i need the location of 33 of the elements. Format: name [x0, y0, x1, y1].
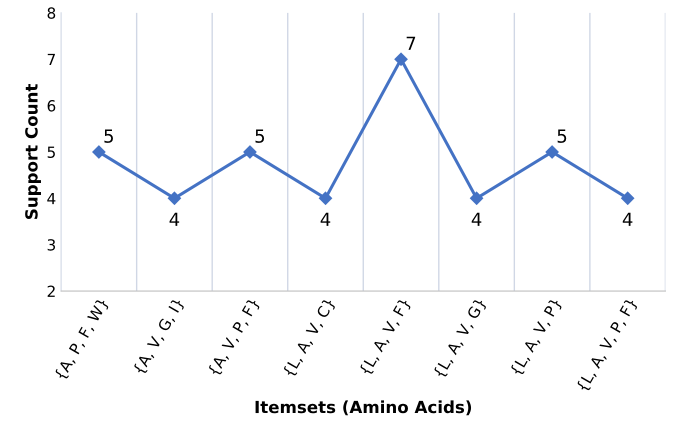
point [546, 145, 559, 159]
point [394, 52, 408, 66]
point [621, 192, 634, 205]
point [168, 192, 182, 205]
y-tick-label: 5 [48, 146, 55, 158]
point [243, 145, 257, 159]
y-tick-label: 2 [48, 286, 55, 297]
data-label: 4 [170, 212, 180, 226]
y-tick-label: 4 [47, 192, 56, 204]
y-tick-label: 6 [48, 100, 56, 112]
y-tick-label: 8 [48, 7, 56, 19]
y-tick-label: 7 [48, 54, 55, 66]
data-label: 4 [622, 212, 632, 226]
point [318, 192, 332, 205]
point [92, 145, 106, 159]
data-label: 5 [256, 129, 264, 143]
y-tick-label: 3 [48, 239, 56, 251]
x-tick-label: {L, A, V, P, F} [576, 298, 639, 393]
data-label: 4 [320, 212, 330, 226]
x-tick-label: {L, A, V, G} [432, 298, 488, 380]
data-label: 4 [472, 212, 482, 226]
x-tick-label: {A, V, P, F} [207, 298, 262, 378]
x-tick-label: {A, V, G, I} [132, 298, 186, 376]
data-label: 5 [558, 129, 566, 143]
x-tick-label: {L, A, V, C} [282, 298, 337, 378]
x-axis-title: Itemsets (Amino Acids) [256, 400, 472, 416]
x-tick-label: {L, A, V, P} [509, 298, 564, 377]
point [470, 192, 484, 205]
x-tick-label: {A, P, F, W} [54, 298, 110, 382]
x-tick-label: {L, A, V, F} [358, 298, 412, 376]
data-label: 7 [406, 36, 416, 50]
y-axis-title: Support Count [25, 84, 41, 220]
data-label: 5 [104, 129, 113, 143]
